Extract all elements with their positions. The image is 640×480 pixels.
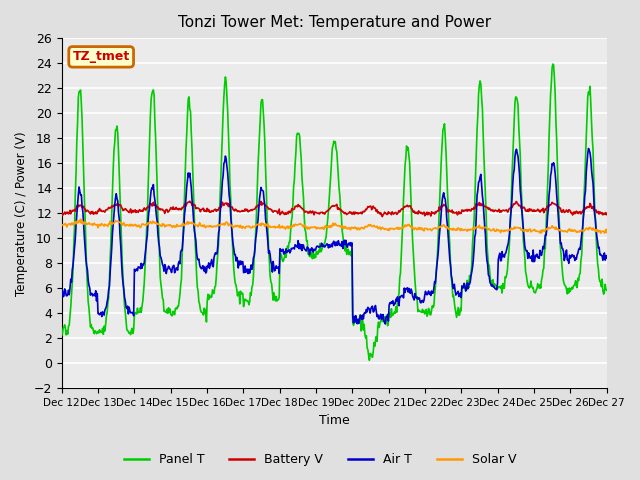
Title: Tonzi Tower Met: Temperature and Power: Tonzi Tower Met: Temperature and Power [178, 15, 491, 30]
X-axis label: Time: Time [319, 414, 349, 427]
Legend: Panel T, Battery V, Air T, Solar V: Panel T, Battery V, Air T, Solar V [118, 448, 522, 471]
Text: TZ_tmet: TZ_tmet [72, 50, 130, 63]
Y-axis label: Temperature (C) / Power (V): Temperature (C) / Power (V) [15, 131, 28, 296]
